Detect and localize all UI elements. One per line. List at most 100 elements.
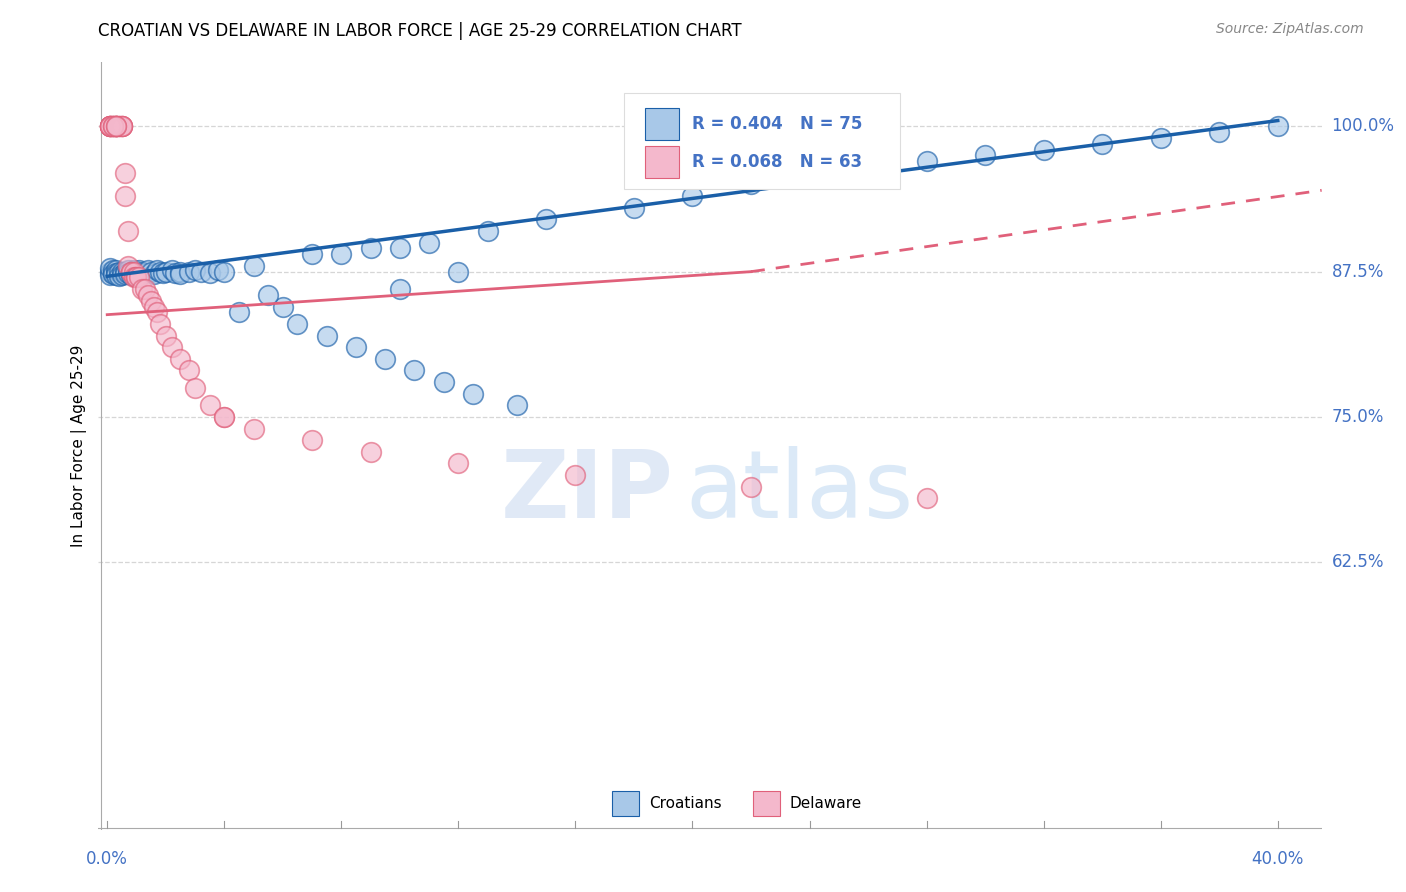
Point — [114, 166, 136, 180]
Point — [111, 120, 134, 134]
Point — [682, 189, 704, 203]
Point — [198, 398, 221, 412]
Point — [242, 259, 264, 273]
Point — [104, 120, 127, 134]
Point — [114, 189, 136, 203]
Point — [125, 270, 148, 285]
Point — [212, 409, 235, 424]
Point — [122, 265, 145, 279]
FancyBboxPatch shape — [612, 791, 640, 816]
FancyBboxPatch shape — [645, 146, 679, 178]
Point — [136, 263, 159, 277]
Point — [139, 293, 162, 308]
Point — [104, 120, 127, 134]
Point — [169, 351, 191, 366]
Point — [122, 270, 145, 285]
Point — [104, 120, 127, 134]
Text: 75.0%: 75.0% — [1331, 408, 1384, 426]
Point — [212, 409, 235, 424]
Point — [155, 265, 177, 279]
Point — [111, 120, 134, 134]
Point — [120, 265, 142, 279]
FancyBboxPatch shape — [752, 791, 780, 816]
Point — [101, 120, 124, 134]
Point — [146, 263, 169, 277]
Point — [114, 265, 136, 279]
Point — [101, 120, 124, 134]
Text: R = 0.068   N = 63: R = 0.068 N = 63 — [692, 153, 862, 171]
Point — [447, 265, 470, 279]
Point — [128, 270, 150, 285]
Point — [98, 120, 121, 134]
Point — [134, 266, 156, 280]
Point — [404, 363, 426, 377]
Point — [163, 266, 186, 280]
Point — [139, 265, 162, 279]
Point — [117, 224, 139, 238]
Point — [915, 491, 938, 506]
Point — [125, 267, 148, 281]
Point — [104, 120, 127, 134]
Point — [98, 120, 121, 134]
Point — [108, 265, 131, 279]
Point — [828, 166, 851, 180]
Point — [108, 269, 131, 284]
Point — [360, 241, 382, 255]
Point — [1091, 136, 1114, 151]
Point — [160, 340, 183, 354]
Point — [120, 268, 142, 282]
Point — [125, 265, 148, 279]
Point — [101, 120, 124, 134]
Point — [315, 328, 337, 343]
Point — [915, 154, 938, 169]
Point — [104, 263, 127, 277]
Point — [98, 120, 121, 134]
Point — [184, 263, 207, 277]
Point — [190, 265, 212, 279]
Point — [360, 445, 382, 459]
Point — [104, 120, 127, 134]
Point — [131, 282, 153, 296]
Text: Source: ZipAtlas.com: Source: ZipAtlas.com — [1216, 22, 1364, 37]
Point — [344, 340, 367, 354]
Point — [623, 201, 645, 215]
Point — [104, 120, 127, 134]
Point — [108, 120, 131, 134]
Point — [108, 120, 131, 134]
Point — [330, 247, 353, 261]
Point — [207, 263, 229, 277]
Point — [101, 267, 124, 281]
Point — [101, 266, 124, 280]
Point — [117, 263, 139, 277]
Point — [506, 398, 529, 412]
Point — [104, 120, 127, 134]
Point — [155, 328, 177, 343]
Point — [388, 241, 411, 255]
Point — [120, 265, 142, 279]
Point — [117, 259, 139, 273]
Text: Croatians: Croatians — [648, 796, 721, 811]
Text: 87.5%: 87.5% — [1331, 262, 1384, 281]
Point — [477, 224, 499, 238]
Point — [98, 261, 121, 276]
Point — [125, 270, 148, 285]
Point — [131, 265, 153, 279]
Text: 62.5%: 62.5% — [1331, 553, 1384, 571]
Text: R = 0.404   N = 75: R = 0.404 N = 75 — [692, 115, 862, 133]
Point — [146, 305, 169, 319]
Point — [169, 267, 191, 281]
Point — [271, 300, 294, 314]
Point — [301, 247, 323, 261]
Point — [169, 265, 191, 279]
Point — [117, 266, 139, 280]
Point — [974, 148, 997, 162]
Point — [104, 266, 127, 280]
Point — [122, 266, 145, 280]
Point — [111, 120, 134, 134]
Point — [101, 120, 124, 134]
Text: 100.0%: 100.0% — [1331, 118, 1395, 136]
Point — [104, 120, 127, 134]
Point — [149, 317, 172, 331]
Point — [98, 268, 121, 282]
Point — [111, 268, 134, 282]
